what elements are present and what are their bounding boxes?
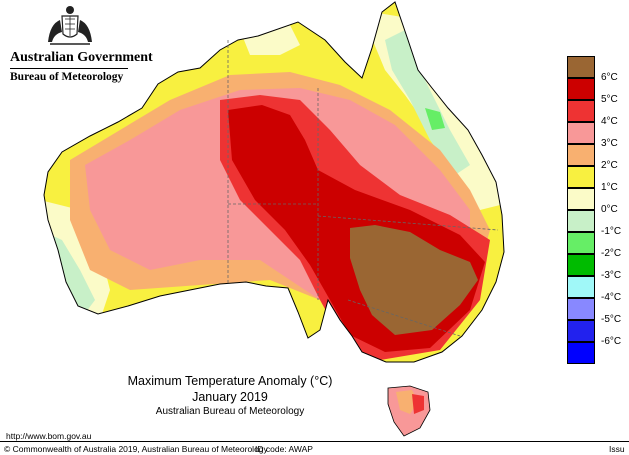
legend-swatch [567,122,595,144]
legend-label: -3°C [601,270,622,281]
state-borders [227,40,499,337]
copyright-text: © Commonwealth of Australia 2019, Austra… [4,444,268,454]
legend-label: 6°C [601,72,618,83]
legend-swatch [567,232,595,254]
map-title: Maximum Temperature Anomaly (°C) [127,374,333,388]
legend-label: -1°C [601,226,622,237]
bureau-title: Bureau of Meteorology [10,71,124,83]
legend-swatch [567,78,595,100]
legend-swatch [567,188,595,210]
legend-swatch [567,210,595,232]
issued-text: Issu [609,444,625,454]
map-date: January 2019 [192,390,268,404]
legend-label: 5°C [601,94,618,105]
id-code: ID code: AWAP [255,444,313,454]
legend-swatch [567,100,595,122]
legend-label: -6°C [601,336,622,347]
legend-label: -2°C [601,248,622,259]
legend-swatch [567,144,595,166]
website-link[interactable]: http://www.bom.gov.au [6,431,92,441]
legend-swatch [567,276,595,298]
map-caption: Maximum Temperature Anomaly (°C) January… [0,374,460,417]
footer-divider [0,441,629,442]
coat-of-arms-icon [48,6,92,45]
legend-label: 3°C [601,138,618,149]
legend-label: 2°C [601,160,618,171]
header-divider [10,68,128,69]
government-title: Australian Government [10,50,153,65]
tasmania [387,385,431,437]
legend-label: 4°C [601,116,618,127]
legend-swatch [567,254,595,276]
legend-swatch [567,166,595,188]
legend-swatch [567,320,595,342]
legend-label: -5°C [601,314,622,325]
legend-label: 1°C [601,182,618,193]
mainland-coastline [43,1,505,363]
legend-swatch [567,342,595,364]
map-source: Australian Bureau of Meteorology [155,406,305,417]
legend-label: 0°C [601,204,618,215]
legend-swatch [567,56,595,78]
legend-swatch [567,298,595,320]
legend-label: -4°C [601,292,622,303]
